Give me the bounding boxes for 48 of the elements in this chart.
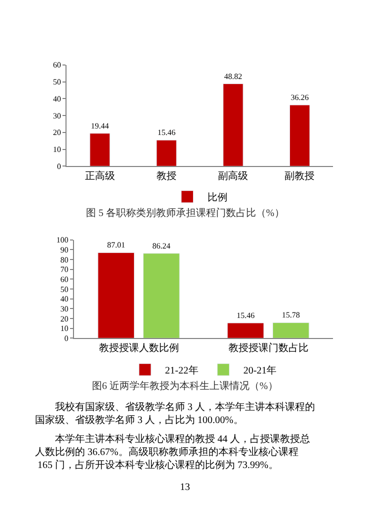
- y-tick-label: 70: [60, 265, 68, 274]
- y-tick-label: 20: [60, 314, 68, 324]
- y-tick-label: 50: [60, 284, 68, 294]
- x-tick-label: 教授授课门数占比: [228, 342, 308, 354]
- x-tick-label: 教授: [156, 170, 176, 182]
- y-tick-label: 10: [60, 324, 68, 334]
- x-tick-label: 正高级: [84, 170, 115, 182]
- y-tick-label: 100: [56, 236, 68, 245]
- legend-label: 21-22年: [165, 364, 198, 376]
- text: 图6 近两学年教授为本科生上课情况（%）: [92, 380, 278, 392]
- data-label: 36.26: [290, 92, 309, 102]
- x-tick-label: 副高级: [218, 170, 248, 182]
- data-label: 86.24: [152, 241, 170, 250]
- y-tick-label: 90: [60, 246, 68, 254]
- legend-label: 20-21年: [243, 364, 277, 376]
- bar: [143, 253, 180, 338]
- data-label: 87.01: [107, 240, 126, 250]
- y-tick-label: 40: [53, 94, 61, 104]
- legend-label: 比例: [207, 192, 228, 204]
- data-label: 15.46: [158, 128, 176, 138]
- y-tick-label: 30: [60, 304, 68, 314]
- data-label: 19.44: [90, 121, 109, 130]
- y-tick-label: 20: [53, 128, 61, 138]
- x-tick-label: 副教授: [284, 170, 315, 182]
- text: 13: [180, 482, 190, 493]
- bar: [272, 322, 310, 338]
- y-tick-label: 40: [60, 294, 68, 304]
- y-tick-label: 0: [64, 334, 68, 343]
- y-tick-label: 60: [60, 274, 68, 284]
- y-tick-label: 80: [60, 255, 68, 264]
- y-tick-label: 30: [53, 111, 61, 120]
- bar: [227, 322, 264, 338]
- y-tick-label: 50: [53, 78, 61, 87]
- text: 我校有国家级、省级教学名师 3 人，本学年主讲本科课程的国家级、省级教学名师 3 人，占比为 100.00%。: [35, 401, 315, 426]
- y-tick-label: 0: [57, 162, 61, 171]
- bar: [156, 140, 177, 166]
- text: 本学年主讲本科专业核心课程的教授 44 人，占授课教授总人数比例的 36.67%。高级职称教师承担的本科专业核心课程 165 门，占所开设本科专业核心课程的比例为 73.99%。: [35, 433, 310, 471]
- bar: [289, 104, 310, 166]
- data-label: 15.46: [236, 310, 255, 320]
- x-tick-label: 教授授课人数比例: [98, 342, 179, 354]
- data-label: 48.82: [224, 72, 242, 81]
- bar: [98, 252, 134, 338]
- bar: [222, 84, 244, 166]
- y-tick-label: 10: [53, 145, 61, 154]
- y-tick-label: 60: [53, 60, 61, 70]
- bar: [90, 133, 110, 166]
- data-label: 15.78: [282, 310, 300, 320]
- text: 图 5 各职称类别教师承担课程门数占比（%）: [86, 207, 284, 219]
